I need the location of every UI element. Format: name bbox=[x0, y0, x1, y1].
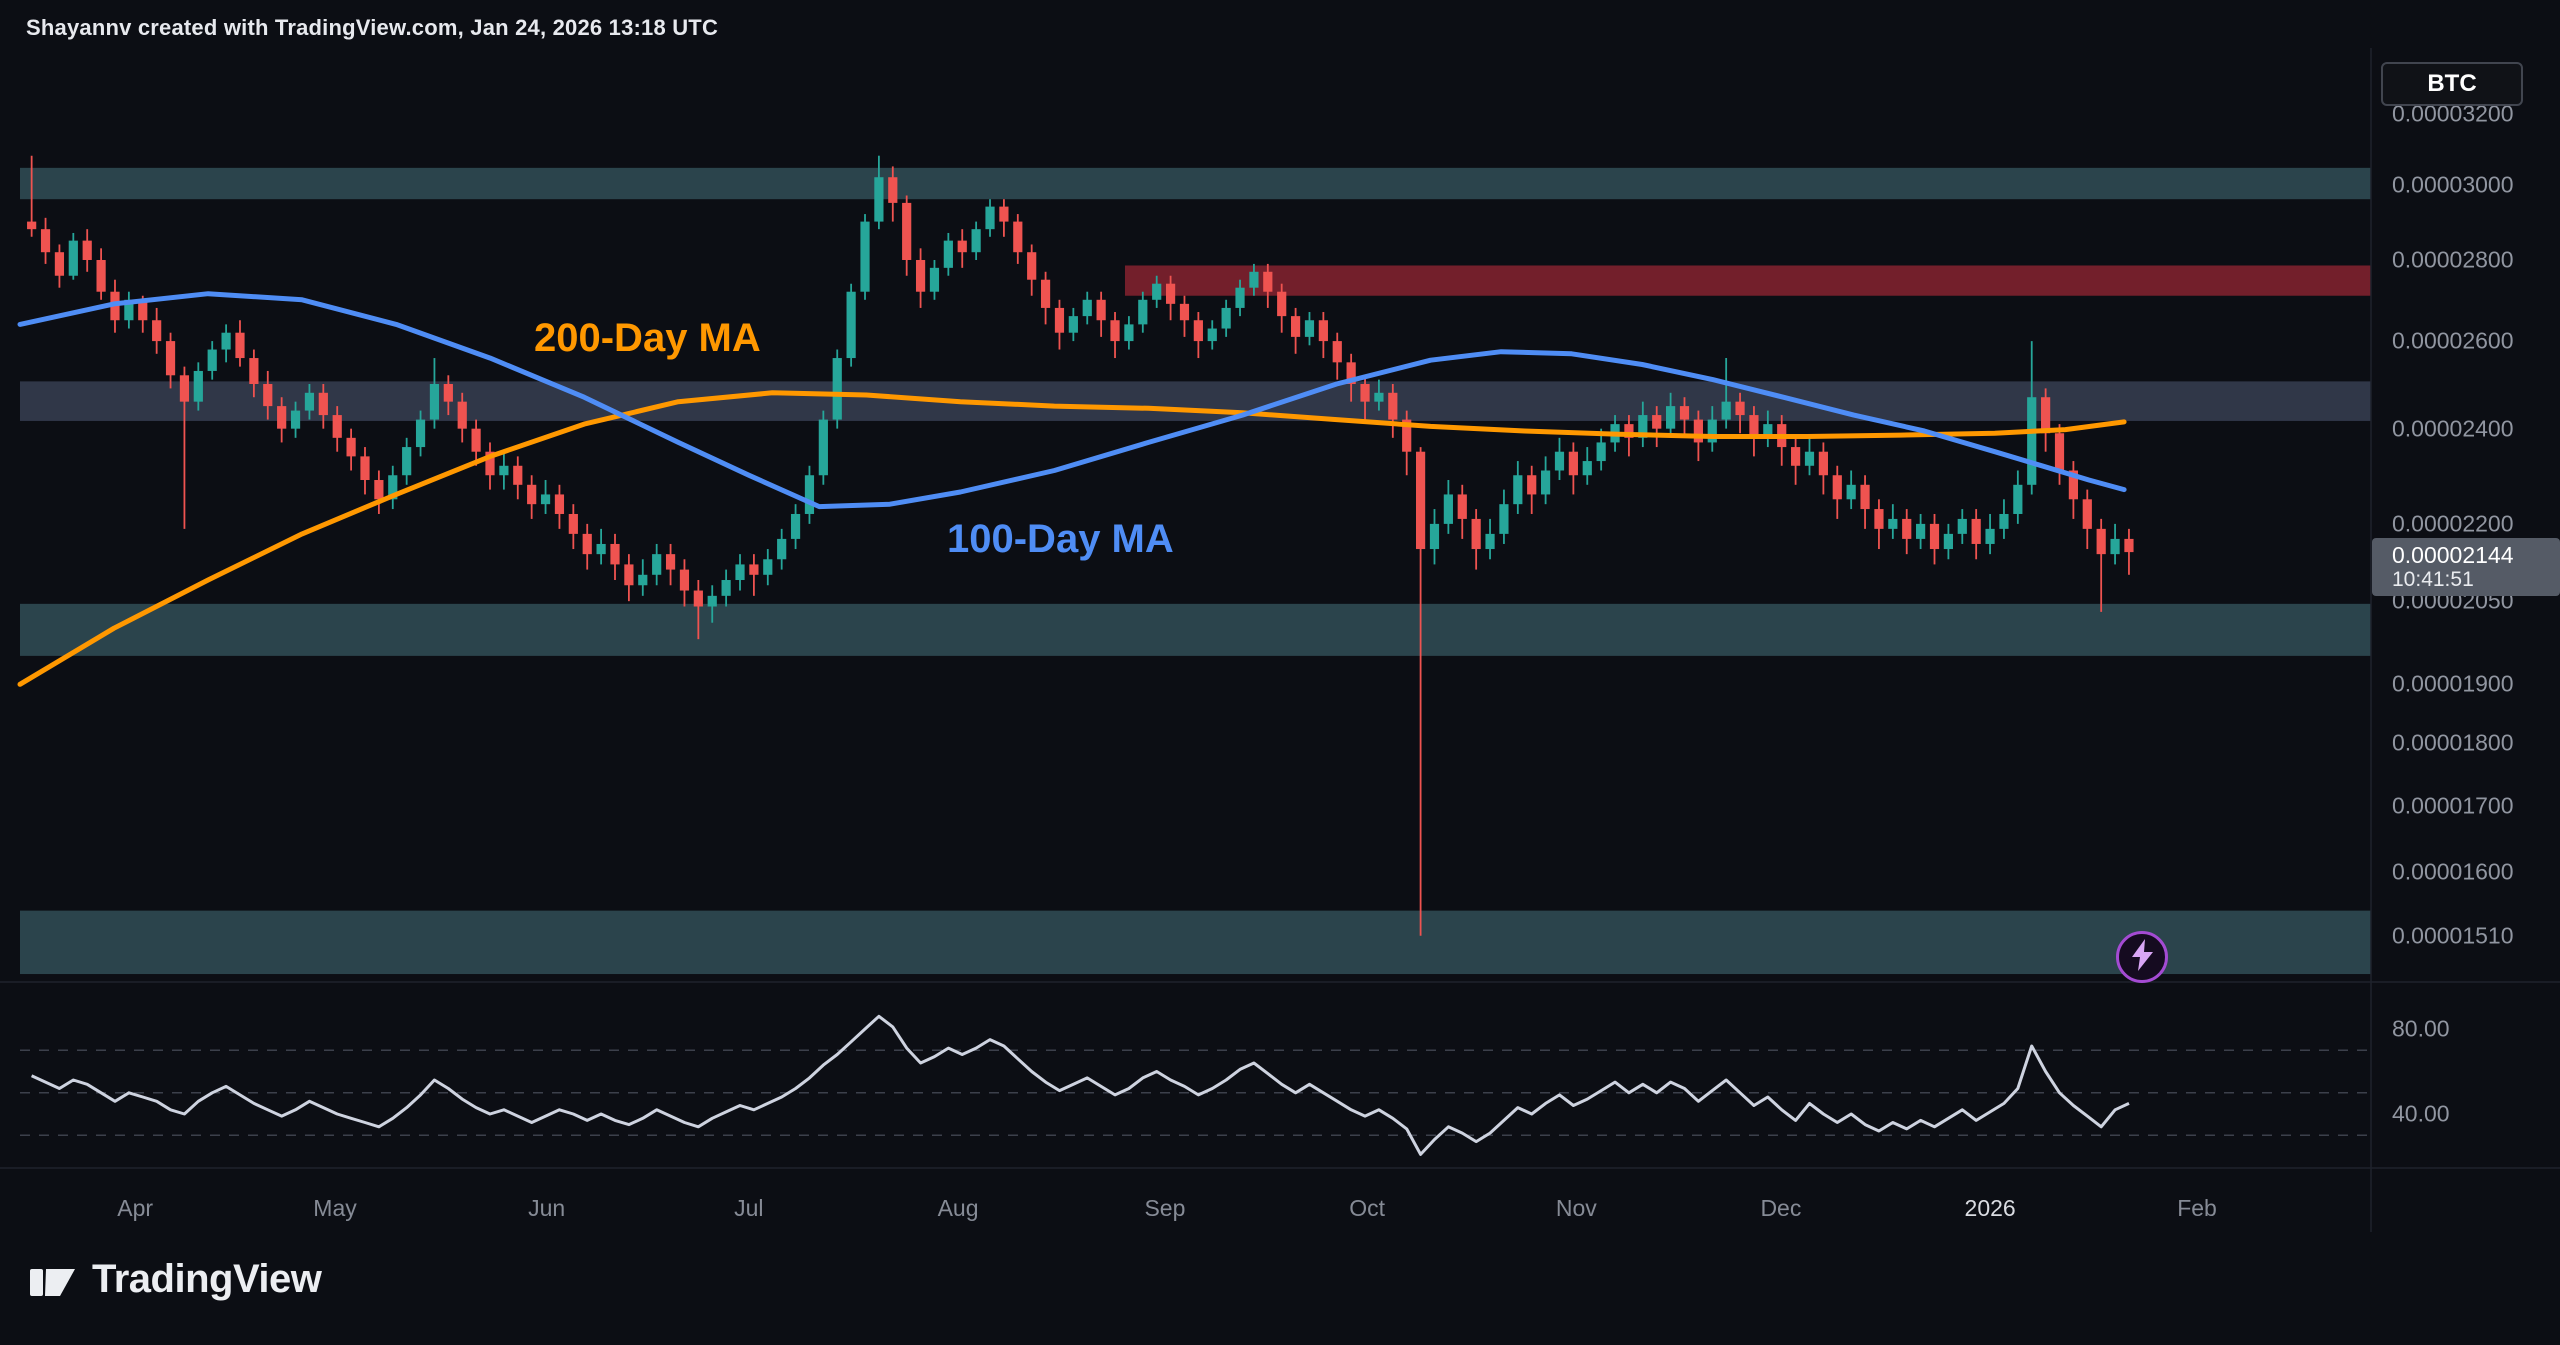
price-axis-label: 0.00001900 bbox=[2392, 670, 2514, 697]
boost-button[interactable] bbox=[2116, 931, 2168, 983]
price-axis-label: 0.00002200 bbox=[2392, 510, 2514, 537]
price-axis-label: 0.00002800 bbox=[2392, 246, 2514, 273]
rsi-axis-label: 40.00 bbox=[2392, 1100, 2450, 1127]
ma-200-line bbox=[17, 390, 2127, 687]
lightning-icon bbox=[2129, 938, 2155, 976]
time-axis-label: Feb bbox=[2177, 1195, 2217, 1221]
price-axis-label: 0.00001510 bbox=[2392, 922, 2514, 949]
tradingview-logo-icon bbox=[30, 1256, 76, 1303]
ma-100-line bbox=[17, 291, 2127, 510]
time-axis-label: 2026 bbox=[1964, 1195, 2016, 1221]
symbol-button-label: BTC bbox=[2427, 70, 2477, 97]
zone-pivot-2450 bbox=[20, 381, 2371, 421]
price-axis-label: 0.00001700 bbox=[2392, 792, 2514, 819]
time-axis-label: Aug bbox=[937, 1195, 979, 1221]
time-axis-label: Sep bbox=[1144, 1195, 1186, 1221]
time-axis-label: Jun bbox=[528, 1195, 566, 1221]
time-axis[interactable] bbox=[20, 1168, 2371, 1232]
rsi-line bbox=[30, 1014, 2130, 1156]
time-axis-label: Jul bbox=[734, 1195, 764, 1221]
time-axis-label: Oct bbox=[1349, 1195, 1385, 1221]
price-axis-label: 0.00002400 bbox=[2392, 415, 2514, 442]
price-axis-label: 0.00003000 bbox=[2392, 171, 2514, 197]
price-axis-label: 0.00001800 bbox=[2392, 729, 2514, 756]
zone-support-1510 bbox=[20, 910, 2371, 975]
time-axis-label: May bbox=[313, 1195, 357, 1221]
zone-resistance-2750 bbox=[1124, 265, 2371, 296]
time-axis-label: Dec bbox=[1760, 1195, 1802, 1221]
last-price-countdown: 10:41:51 bbox=[2392, 568, 2474, 591]
tradingview-logo-text: TradingView bbox=[92, 1257, 322, 1301]
symbol-button[interactable]: BTC bbox=[2381, 62, 2523, 106]
price-axis-label: 0.00001600 bbox=[2392, 858, 2514, 885]
time-axis-label: Apr bbox=[117, 1195, 154, 1221]
rsi-axis-label: 80.00 bbox=[2392, 1015, 2450, 1042]
last-price-value: 0.00002144 bbox=[2392, 542, 2514, 568]
ma-200-label: 200-Day MA bbox=[534, 316, 761, 360]
price-axis-label: 0.00002600 bbox=[2392, 327, 2514, 354]
zone-supply-3000 bbox=[20, 167, 2371, 200]
price-axis[interactable] bbox=[2371, 48, 2560, 1232]
time-axis-label: Nov bbox=[1555, 1195, 1597, 1221]
ma-100-label: 100-Day MA bbox=[947, 517, 1174, 561]
tradingview-logo[interactable]: TradingView bbox=[30, 1256, 322, 1303]
zone-support-2000 bbox=[20, 603, 2371, 656]
last-price-badge: 0.00002144 10:41:51 bbox=[2372, 538, 2560, 596]
attribution-text: Shayannv created with TradingView.com, J… bbox=[26, 15, 719, 40]
